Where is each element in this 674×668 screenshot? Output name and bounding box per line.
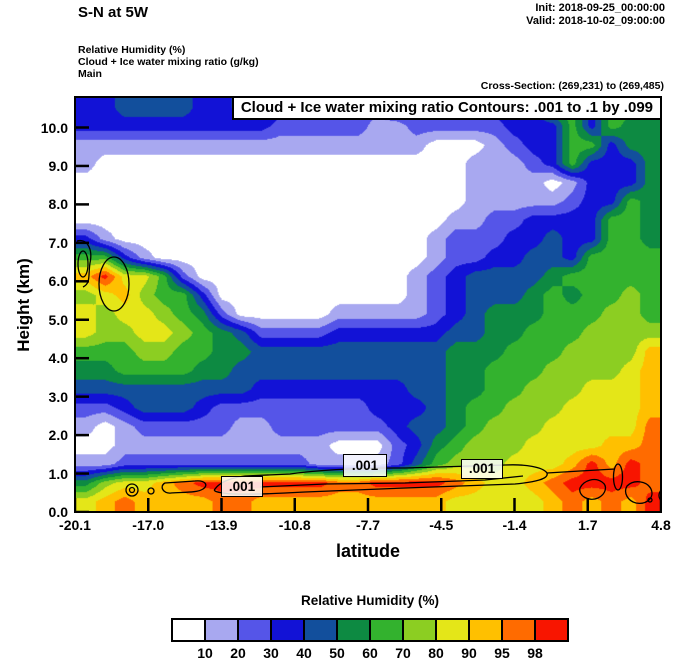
cloud-contour-line — [128, 486, 136, 494]
cloud-contour-value-label: .001 — [461, 459, 503, 479]
x-tick-label: -7.7 — [355, 517, 381, 533]
colorbar-cell — [536, 620, 567, 640]
y-tick-label: 6.0 — [48, 273, 68, 290]
cross-section-label: Cross-Section: (269,231) to (269,485) — [480, 80, 664, 92]
y-tick-label: 2.0 — [48, 427, 68, 444]
x-tick-label: -20.1 — [59, 517, 91, 533]
x-tick-label: 4.8 — [651, 517, 671, 533]
y-tick-label: 7.0 — [48, 234, 68, 251]
colorbar-cell — [371, 620, 404, 640]
colorbar-title: Relative Humidity (%) — [300, 593, 440, 608]
field-label-rh: Relative Humidity (%) — [78, 44, 186, 56]
y-tick-label: 8.0 — [48, 196, 68, 213]
cloud-contour-line — [579, 478, 607, 500]
x-tick-label: -17.0 — [132, 517, 165, 533]
colorbar-tick-label: 40 — [296, 645, 312, 661]
colorbar-tick-label: 60 — [362, 645, 378, 661]
init-time: Init: 2018-09-25_00:00:00 — [535, 2, 665, 14]
cloud-contour-line — [546, 468, 616, 474]
x-tick-label: -1.4 — [502, 517, 527, 533]
cloud-contour-line — [147, 487, 155, 495]
x-tick-label: -13.9 — [205, 517, 238, 533]
colorbar-tick-label: 95 — [494, 645, 510, 661]
y-tick-label: 3.0 — [48, 388, 68, 405]
y-tick-label: 1.0 — [48, 465, 68, 482]
colorbar-cell — [437, 620, 470, 640]
valid-time: Valid: 2018-10-02_09:00:00 — [526, 14, 665, 27]
colorbar-tick-label: 70 — [395, 645, 411, 661]
cloud-contour-line — [98, 256, 130, 312]
cloud-contour-value-label: .001 — [343, 454, 387, 477]
colorbar-cell — [206, 620, 239, 640]
colorbar-tick-label: 90 — [461, 645, 477, 661]
page-title: S-N at 5W — [78, 4, 149, 21]
cloud-contour-line — [77, 250, 89, 278]
colorbar-tick-label: 98 — [527, 645, 543, 661]
colorbar-cell — [338, 620, 371, 640]
colorbar-tick-label: 30 — [263, 645, 279, 661]
x-axis-label: latitude — [335, 541, 400, 561]
field-list: Relative Humidity (%) Cloud + Ice water … — [78, 44, 259, 80]
y-tick-label: 4.0 — [48, 350, 68, 367]
plot-title-box: Cloud + Ice water mixing ratio Contours:… — [231, 96, 662, 120]
cloud-contour-line — [647, 497, 653, 503]
y-tick-label: 10.0 — [40, 119, 68, 136]
colorbar-cell — [173, 620, 206, 640]
colorbar-cell — [470, 620, 503, 640]
cloud-contour-line — [612, 463, 624, 491]
plot-frame — [74, 96, 662, 513]
field-label-main: Main — [78, 68, 102, 80]
cloud-contour-line — [161, 480, 207, 494]
x-tick-label: 1.7 — [578, 517, 598, 533]
colorbar-cell — [503, 620, 536, 640]
colorbar-tick-label: 80 — [428, 645, 444, 661]
colorbar-cell — [404, 620, 437, 640]
colorbar — [171, 618, 569, 642]
y-tick-label: 0.0 — [48, 504, 68, 520]
colorbar-tick-label: 50 — [329, 645, 345, 661]
x-tick-label: -4.5 — [429, 517, 454, 533]
cloud-contour-line — [624, 481, 653, 504]
colorbar-tick-label: 10 — [197, 645, 213, 661]
cloud-contour-value-label: .001 — [221, 476, 263, 497]
colorbar-tick-label: 20 — [230, 645, 246, 661]
y-tick-label: 9.0 — [48, 157, 68, 174]
rh-cross-section-canvas — [76, 98, 660, 511]
colorbar-cell — [239, 620, 272, 640]
colorbar-cell — [272, 620, 305, 640]
axis-ticks — [75, 126, 661, 512]
colorbar-cell — [305, 620, 338, 640]
field-label-cloud: Cloud + Ice water mixing ratio (g/kg) — [78, 56, 259, 68]
time-info: Init: 2018-09-25_00:00:00 Valid: 2018-10… — [526, 2, 665, 27]
cloud-contour-line — [125, 483, 139, 497]
x-tick-label: -10.8 — [278, 517, 311, 533]
y-tick-label: 5.0 — [48, 311, 68, 328]
